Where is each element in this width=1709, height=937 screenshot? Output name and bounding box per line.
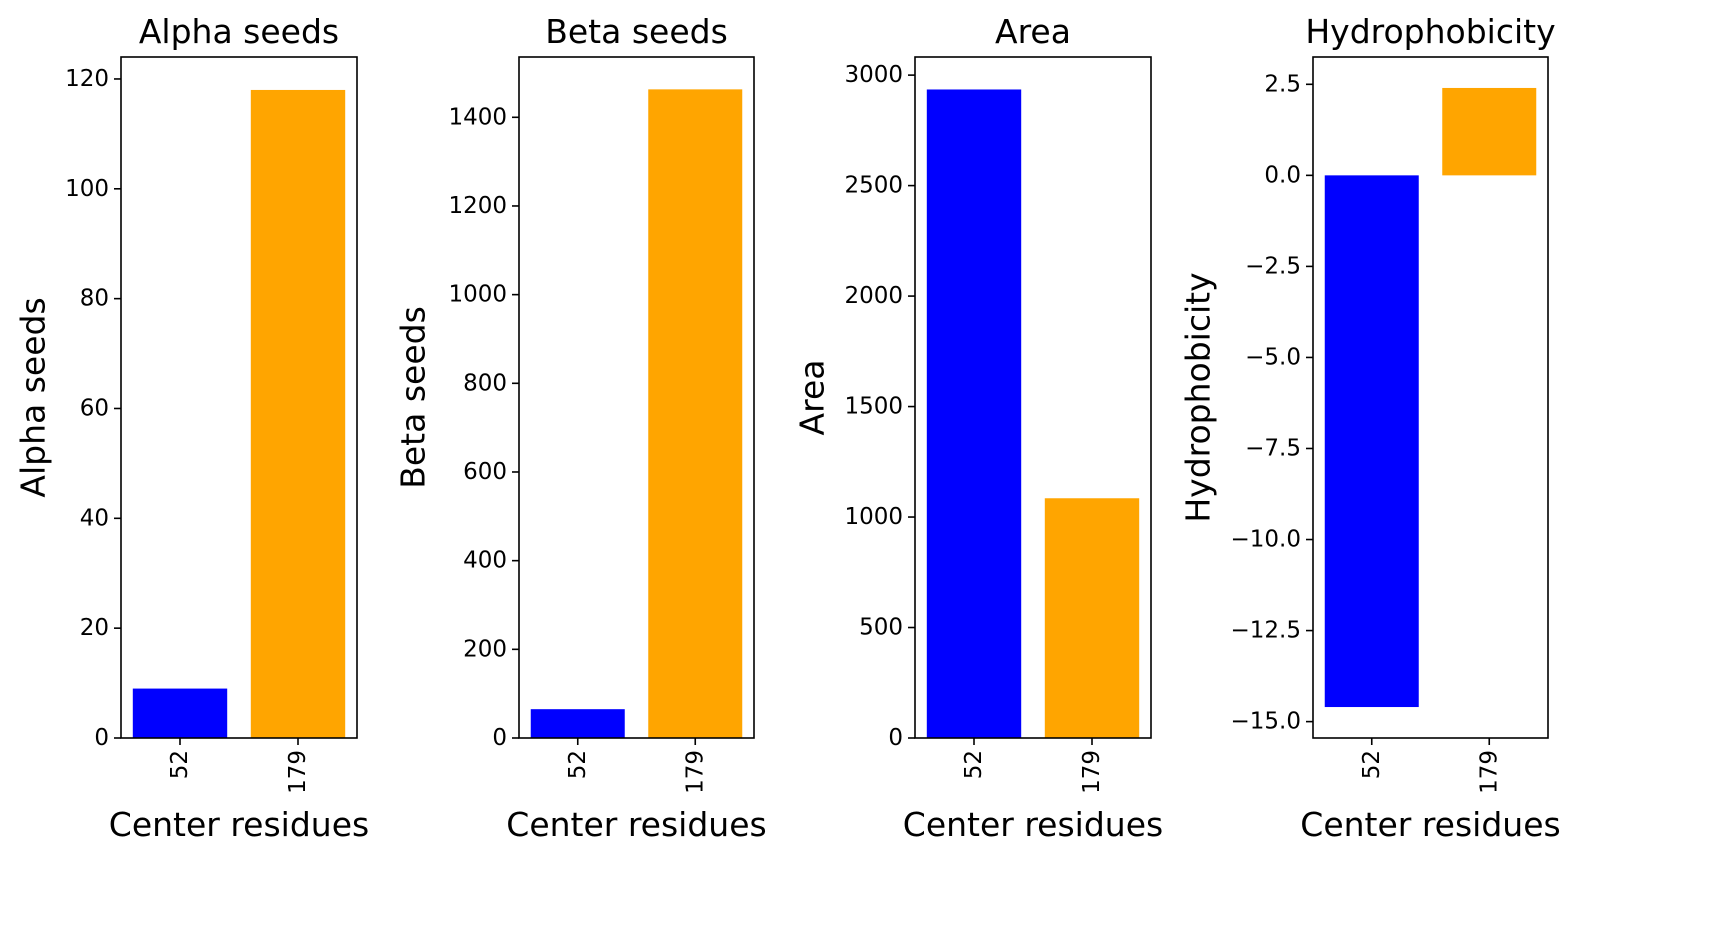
axes-frame <box>518 56 755 739</box>
x-axis-label: Center residues <box>109 805 369 844</box>
x-tick-label: 52 <box>167 750 193 779</box>
y-axis-label: Alpha seeds <box>14 297 53 497</box>
chart-panel-4: −15.0 −12.5 −10.0 −7.5 −5.0 −2.5 0.0 2.5 52 179 Hy… <box>1179 12 1561 844</box>
chart-title: Alpha seeds <box>139 12 339 51</box>
x-tick-label: 179 <box>285 750 311 794</box>
y-axis-label: Beta seeds <box>394 306 433 489</box>
y-tick-label: 20 <box>80 615 109 641</box>
y-tick-label: 1200 <box>448 193 507 219</box>
y-tick-label: −2.5 <box>1245 253 1301 279</box>
axes-frame <box>120 56 358 739</box>
y-tick-label: 1000 <box>844 504 903 530</box>
bar-179 <box>1442 87 1537 176</box>
chart-panel-1: 0 20 40 60 80 100 120 52 179 Alpha seeds Center re… <box>14 12 370 844</box>
y-tick-label: −10.0 <box>1231 527 1301 553</box>
y-tick-label: 0 <box>492 725 507 751</box>
chart-title: Area <box>995 12 1071 51</box>
y-tick-label: 500 <box>859 615 903 641</box>
chart-title: Beta seeds <box>545 12 728 51</box>
y-tick-label: 60 <box>80 395 109 421</box>
bar-179 <box>648 89 743 738</box>
x-tick-label: 52 <box>961 750 987 779</box>
y-tick-label: 1400 <box>448 104 507 130</box>
y-tick-label: 1000 <box>448 282 507 308</box>
y-tick-label: 1500 <box>844 394 903 420</box>
y-tick-label: 400 <box>463 548 507 574</box>
y-tick-label: 0 <box>94 725 109 751</box>
chart-panel-2: 0 200 400 600 800 1000 1200 1400 52 179 Beta seeds… <box>394 12 767 844</box>
y-tick-label: 2500 <box>844 173 903 199</box>
x-tick-label: 52 <box>565 750 591 779</box>
x-tick-label: 179 <box>682 750 708 794</box>
y-tick-label: −7.5 <box>1245 435 1301 461</box>
bar-179 <box>1044 498 1140 738</box>
x-axis-label: Center residues <box>1300 805 1560 844</box>
bar-52 <box>530 709 625 738</box>
y-tick-label: 2.5 <box>1264 71 1301 97</box>
y-tick-label: 200 <box>463 636 507 662</box>
axes-frame <box>1312 56 1549 739</box>
y-tick-label: 600 <box>463 459 507 485</box>
bar-52 <box>1324 175 1419 708</box>
y-tick-label: −12.5 <box>1231 618 1301 644</box>
y-tick-label: 120 <box>65 66 109 92</box>
chart-title: Hydrophobicity <box>1305 12 1555 51</box>
y-tick-label: 80 <box>80 286 109 312</box>
y-tick-label: 40 <box>80 505 109 531</box>
y-tick-label: 0 <box>888 725 903 751</box>
bar-52 <box>926 89 1022 738</box>
y-tick-label: 800 <box>463 370 507 396</box>
y-tick-label: 100 <box>65 176 109 202</box>
y-axis-label: Hydrophobicity <box>1179 272 1218 522</box>
bar-52 <box>132 688 228 738</box>
x-tick-label: 179 <box>1079 750 1105 794</box>
y-tick-label: 3000 <box>844 62 903 88</box>
bar-179 <box>250 89 346 739</box>
axes-frame <box>914 56 1152 739</box>
x-axis-label: Center residues <box>506 805 766 844</box>
y-tick-label: −15.0 <box>1231 709 1301 735</box>
chart-panel-3: 0 500 1000 1500 2000 2500 3000 52 179 Area Center … <box>793 12 1164 844</box>
y-tick-label: 2000 <box>844 283 903 309</box>
y-tick-label: 0.0 <box>1264 162 1301 188</box>
x-axis-label: Center residues <box>903 805 1163 844</box>
x-tick-label: 179 <box>1476 750 1502 794</box>
y-tick-label: −5.0 <box>1245 344 1301 370</box>
y-axis-label: Area <box>793 360 832 436</box>
x-tick-label: 52 <box>1359 750 1385 779</box>
